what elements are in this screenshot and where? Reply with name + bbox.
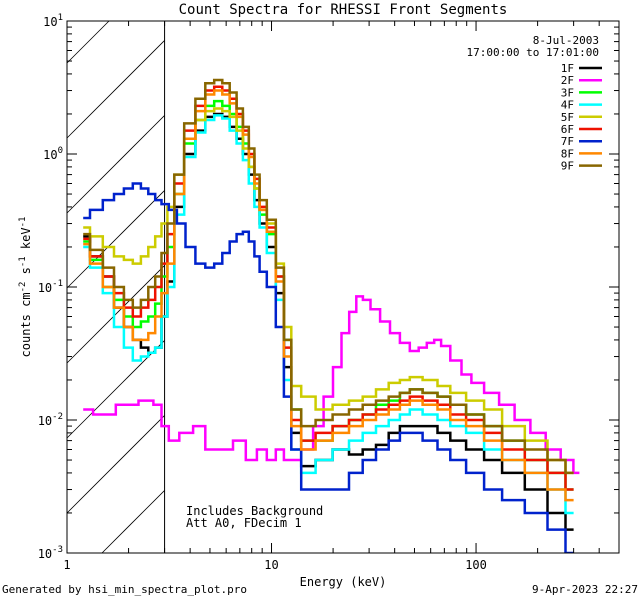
hatched-region [66, 20, 166, 554]
legend-label-3F: 3F [561, 86, 574, 99]
hatch-line [66, 415, 165, 514]
footer-date: 9-Apr-2023 22:27 [532, 583, 638, 596]
legend-date: 8-Jul-2003 [533, 34, 599, 47]
series-3F-line [83, 99, 574, 491]
hatch-line [66, 40, 165, 139]
legend-label-5F: 5F [561, 111, 574, 124]
y-tick-label: 101 [43, 13, 63, 29]
series-7F-line [83, 182, 574, 553]
legend-label-4F: 4F [561, 99, 574, 112]
legend-label-6F: 6F [561, 123, 574, 136]
chart-title: Count Spectra for RHESSI Front Segments [179, 2, 508, 18]
series-6F-line [83, 85, 574, 491]
series-9F-line [83, 78, 574, 475]
legend-label-8F: 8F [561, 147, 574, 160]
series-8F-line [83, 89, 574, 502]
series-4F-line [83, 114, 574, 515]
x-tick-label: 1 [63, 558, 70, 572]
y-axis-label: counts cm-2 s-1 keV-1 [18, 217, 33, 358]
legend-label-7F: 7F [561, 135, 574, 148]
hatch-line [66, 265, 165, 364]
legend-label-2F: 2F [561, 74, 574, 87]
series-2F-line [83, 295, 580, 475]
series-1F-line [83, 112, 574, 531]
hatch-line [66, 340, 165, 439]
y-tick-label: 100 [43, 146, 63, 162]
footer-generated-by: Generated by hsi_min_spectra_plot.pro [2, 583, 248, 596]
y-tick-label: 10-3 [38, 545, 63, 561]
annotation-attenuator: Att A0, FDecim 1 [186, 516, 302, 530]
hatch-line [66, 190, 165, 289]
series-5F-line [83, 107, 574, 475]
y-tick-label: 10-2 [38, 412, 63, 428]
legend-label-1F: 1F [561, 62, 574, 75]
annotation-background: Includes Background [186, 504, 323, 518]
legend-label-9F: 9F [561, 160, 574, 173]
hatch-line [66, 115, 165, 214]
x-tick-label: 100 [465, 558, 487, 572]
hatch-line [101, 490, 165, 554]
hatch-line [66, 20, 110, 64]
x-axis-label: Energy (keV) [300, 575, 387, 589]
y-tick-label: 10-1 [38, 279, 63, 295]
x-tick-label: 10 [264, 558, 278, 572]
legend-time-range: 17:00:00 to 17:01:00 [467, 46, 599, 59]
